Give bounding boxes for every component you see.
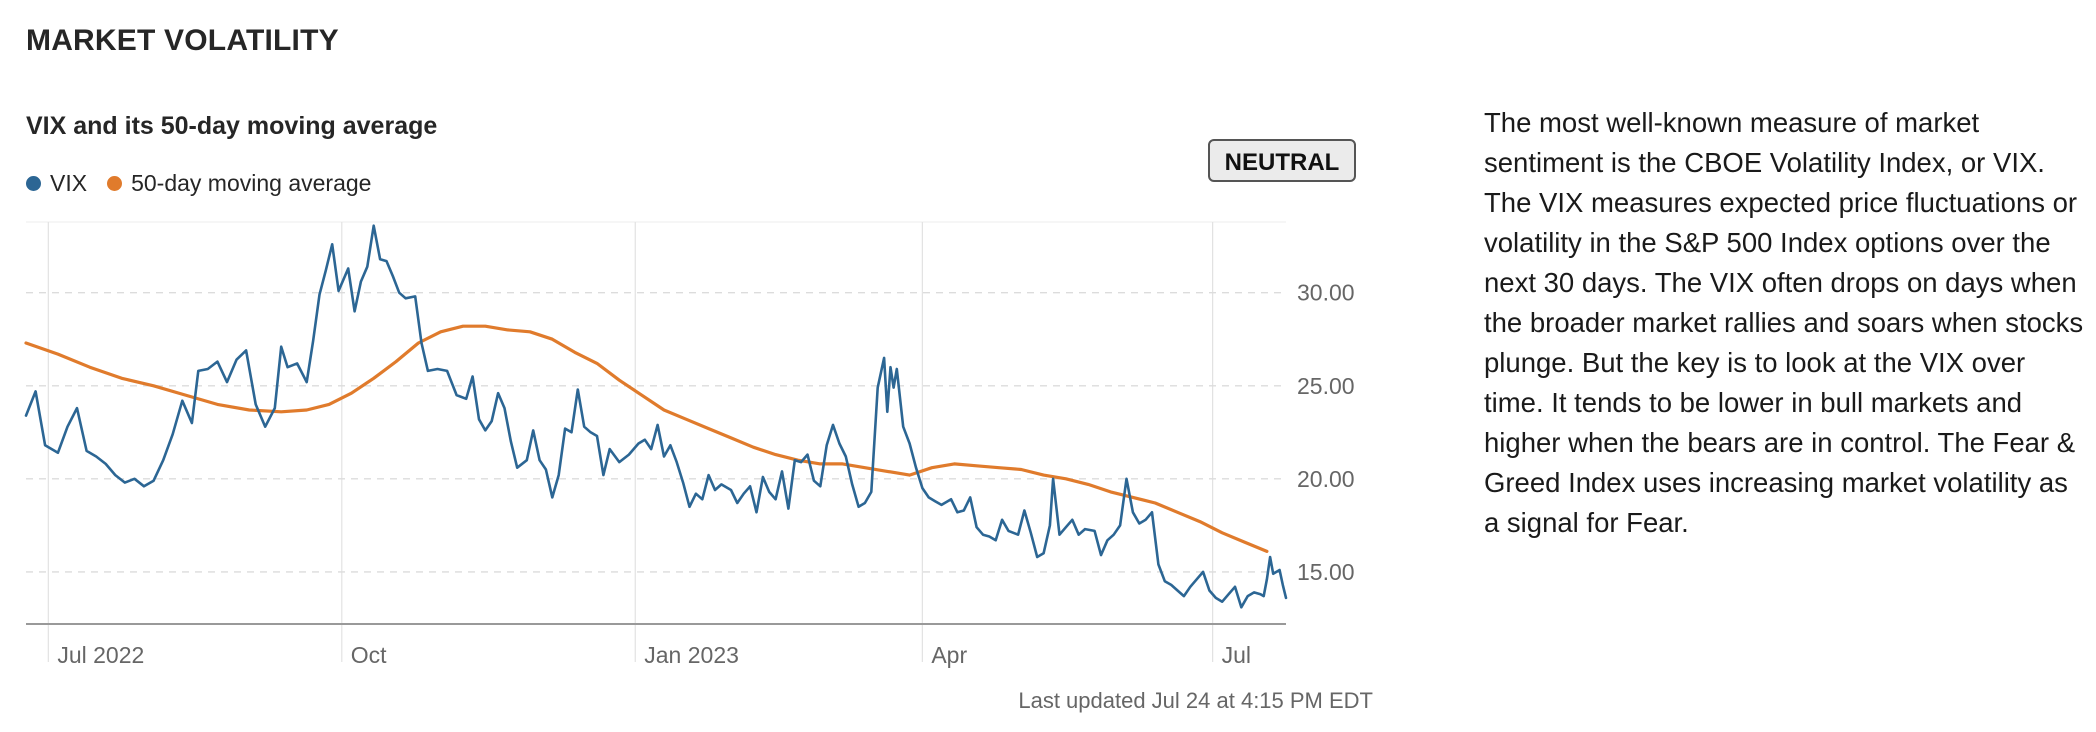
y-tick-label: 30.00 [1297, 280, 1355, 306]
chart-title: VIX and its 50-day moving average [26, 112, 438, 140]
last-updated-text: Last updated Jul 24 at 4:15 PM EDT [1018, 688, 1373, 713]
x-tick-label: Jul [1222, 642, 1251, 668]
sentiment-badge: NEUTRAL [1208, 139, 1356, 182]
x-tick-label: Jul 2022 [57, 642, 144, 668]
vix-series-line [24, 224, 1288, 609]
ma50-series-line [24, 324, 1269, 553]
legend-swatch-ma50 [107, 176, 123, 191]
legend-item-ma50[interactable]: 50-day moving average [107, 170, 371, 197]
y-tick-label: 15.00 [1297, 559, 1355, 585]
x-tick-label: Apr [931, 642, 967, 668]
x-tick-label: Oct [351, 642, 387, 668]
vix-line-chart[interactable]: Jul 2022 Oct Jan 2023 Apr Jul 15.00 20.00 25.00… [0, 200, 1400, 670]
legend-item-vix[interactable]: VIX [26, 170, 87, 197]
y-tick-label: 25.00 [1297, 373, 1355, 399]
chart-legend: VIX 50-day moving average [26, 170, 391, 197]
page-title: MARKET VOLATILITY [26, 24, 339, 57]
description-text: The most well-known measure of market se… [1484, 107, 2084, 538]
legend-label-vix: VIX [50, 170, 88, 196]
legend-label-ma50: 50-day moving average [131, 170, 372, 196]
legend-swatch-vix [26, 176, 41, 191]
x-tick-label: Jan 2023 [644, 642, 739, 668]
y-tick-label: 20.00 [1297, 466, 1355, 492]
